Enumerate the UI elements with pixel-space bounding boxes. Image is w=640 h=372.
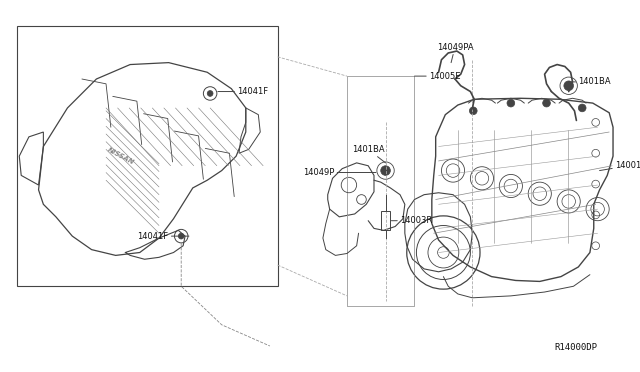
Circle shape bbox=[543, 99, 550, 107]
Circle shape bbox=[179, 233, 184, 239]
Text: NISSAN: NISSAN bbox=[106, 147, 135, 166]
Circle shape bbox=[381, 166, 390, 175]
Text: 14041F: 14041F bbox=[218, 87, 268, 96]
Text: 14041F: 14041F bbox=[138, 232, 189, 241]
Text: 14005E: 14005E bbox=[415, 72, 460, 81]
Circle shape bbox=[469, 107, 477, 115]
Text: 14049P: 14049P bbox=[303, 168, 376, 177]
Circle shape bbox=[564, 81, 573, 90]
Text: 14001: 14001 bbox=[600, 161, 640, 171]
Circle shape bbox=[207, 90, 213, 96]
Bar bbox=[381, 211, 390, 230]
Text: 1401BA: 1401BA bbox=[352, 145, 385, 163]
Text: R14000DP: R14000DP bbox=[555, 343, 598, 352]
Text: 1401BA: 1401BA bbox=[569, 77, 611, 86]
Bar bbox=[17, 26, 278, 286]
Text: 14049PA: 14049PA bbox=[436, 43, 473, 62]
Circle shape bbox=[507, 99, 515, 107]
Circle shape bbox=[579, 104, 586, 112]
Text: 14003R: 14003R bbox=[391, 216, 432, 225]
